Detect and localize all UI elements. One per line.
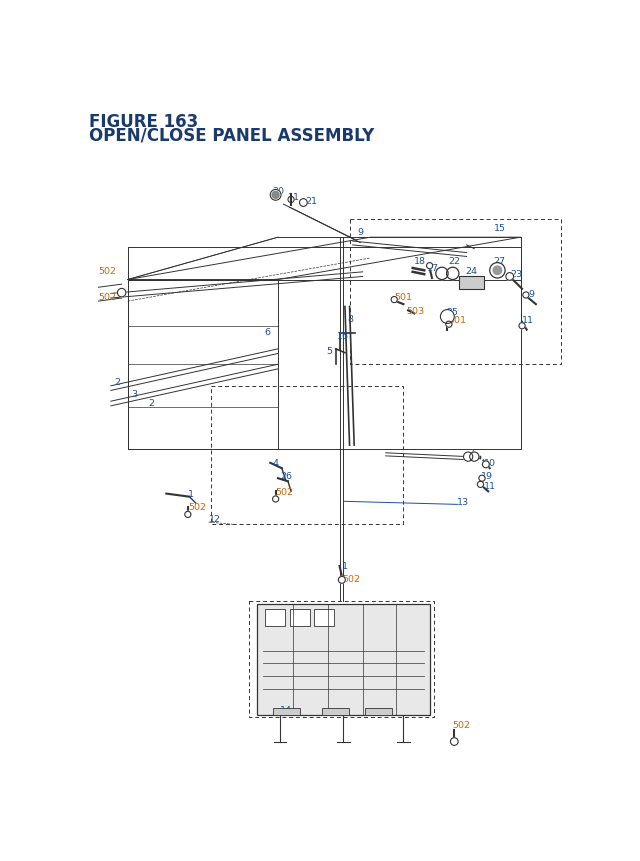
Text: 501: 501 [394, 293, 412, 301]
Bar [459, 277, 484, 289]
Text: 501: 501 [448, 316, 466, 325]
Bar [322, 709, 349, 715]
Text: 21: 21 [305, 197, 317, 207]
Circle shape [523, 293, 529, 299]
Circle shape [436, 268, 448, 280]
Text: 6: 6 [265, 328, 271, 337]
Text: 7: 7 [468, 449, 474, 458]
Text: 24: 24 [465, 267, 477, 276]
Bar [265, 610, 285, 626]
Circle shape [446, 322, 452, 328]
Circle shape [440, 310, 454, 324]
Circle shape [272, 192, 279, 199]
Text: OPEN/CLOSE PANEL ASSEMBLY: OPEN/CLOSE PANEL ASSEMBLY [90, 127, 374, 145]
Text: 22: 22 [448, 257, 460, 265]
Circle shape [463, 453, 473, 461]
Text: 10: 10 [484, 459, 495, 468]
Text: 2: 2 [148, 399, 154, 408]
Text: 16: 16 [337, 331, 349, 341]
Text: 18: 18 [414, 257, 426, 265]
Text: 13: 13 [458, 497, 470, 506]
Text: 502: 502 [342, 574, 360, 583]
Text: 8: 8 [348, 314, 353, 323]
Text: 19: 19 [481, 472, 492, 480]
Text: 25: 25 [447, 308, 459, 317]
Circle shape [493, 267, 502, 276]
Circle shape [300, 200, 307, 208]
Bar [365, 709, 392, 715]
Circle shape [117, 289, 126, 298]
Text: 4: 4 [273, 459, 278, 468]
Text: 502: 502 [452, 721, 471, 729]
Text: 1: 1 [342, 562, 348, 571]
Text: 27: 27 [493, 257, 506, 265]
Circle shape [288, 197, 294, 203]
Text: 502: 502 [276, 487, 294, 496]
Text: 9: 9 [357, 228, 364, 237]
Circle shape [391, 297, 397, 303]
Text: 17: 17 [428, 264, 439, 273]
Circle shape [479, 475, 485, 481]
Text: 9: 9 [528, 289, 534, 299]
Text: 14: 14 [280, 705, 292, 714]
Text: 12: 12 [209, 514, 221, 523]
Text: 11: 11 [288, 193, 300, 201]
Text: 502: 502 [188, 503, 206, 511]
Circle shape [273, 496, 279, 503]
Bar [273, 709, 300, 715]
Circle shape [270, 190, 281, 201]
Circle shape [477, 481, 484, 488]
Text: 11: 11 [522, 316, 534, 325]
Circle shape [506, 273, 513, 281]
Text: 11: 11 [484, 482, 495, 491]
Text: 502: 502 [99, 293, 116, 301]
Circle shape [519, 323, 525, 330]
Text: 20: 20 [273, 188, 285, 196]
Circle shape [447, 268, 459, 280]
Text: 5: 5 [326, 346, 332, 356]
Text: 15: 15 [494, 223, 506, 232]
Circle shape [451, 738, 458, 746]
Circle shape [470, 453, 479, 461]
Text: 2: 2 [114, 377, 120, 387]
Text: 23: 23 [511, 269, 523, 279]
Text: FIGURE 163: FIGURE 163 [90, 113, 198, 131]
Circle shape [185, 511, 191, 517]
Text: 3: 3 [131, 389, 137, 399]
Circle shape [483, 461, 490, 468]
Circle shape [490, 263, 505, 279]
Bar [289, 610, 310, 626]
Text: 502: 502 [99, 267, 116, 276]
Text: 1: 1 [188, 490, 194, 499]
Text: 26: 26 [280, 472, 292, 480]
Circle shape [339, 577, 346, 584]
Circle shape [427, 263, 433, 269]
Bar [314, 610, 334, 626]
Bar [257, 604, 429, 715]
Text: 503: 503 [406, 307, 425, 315]
